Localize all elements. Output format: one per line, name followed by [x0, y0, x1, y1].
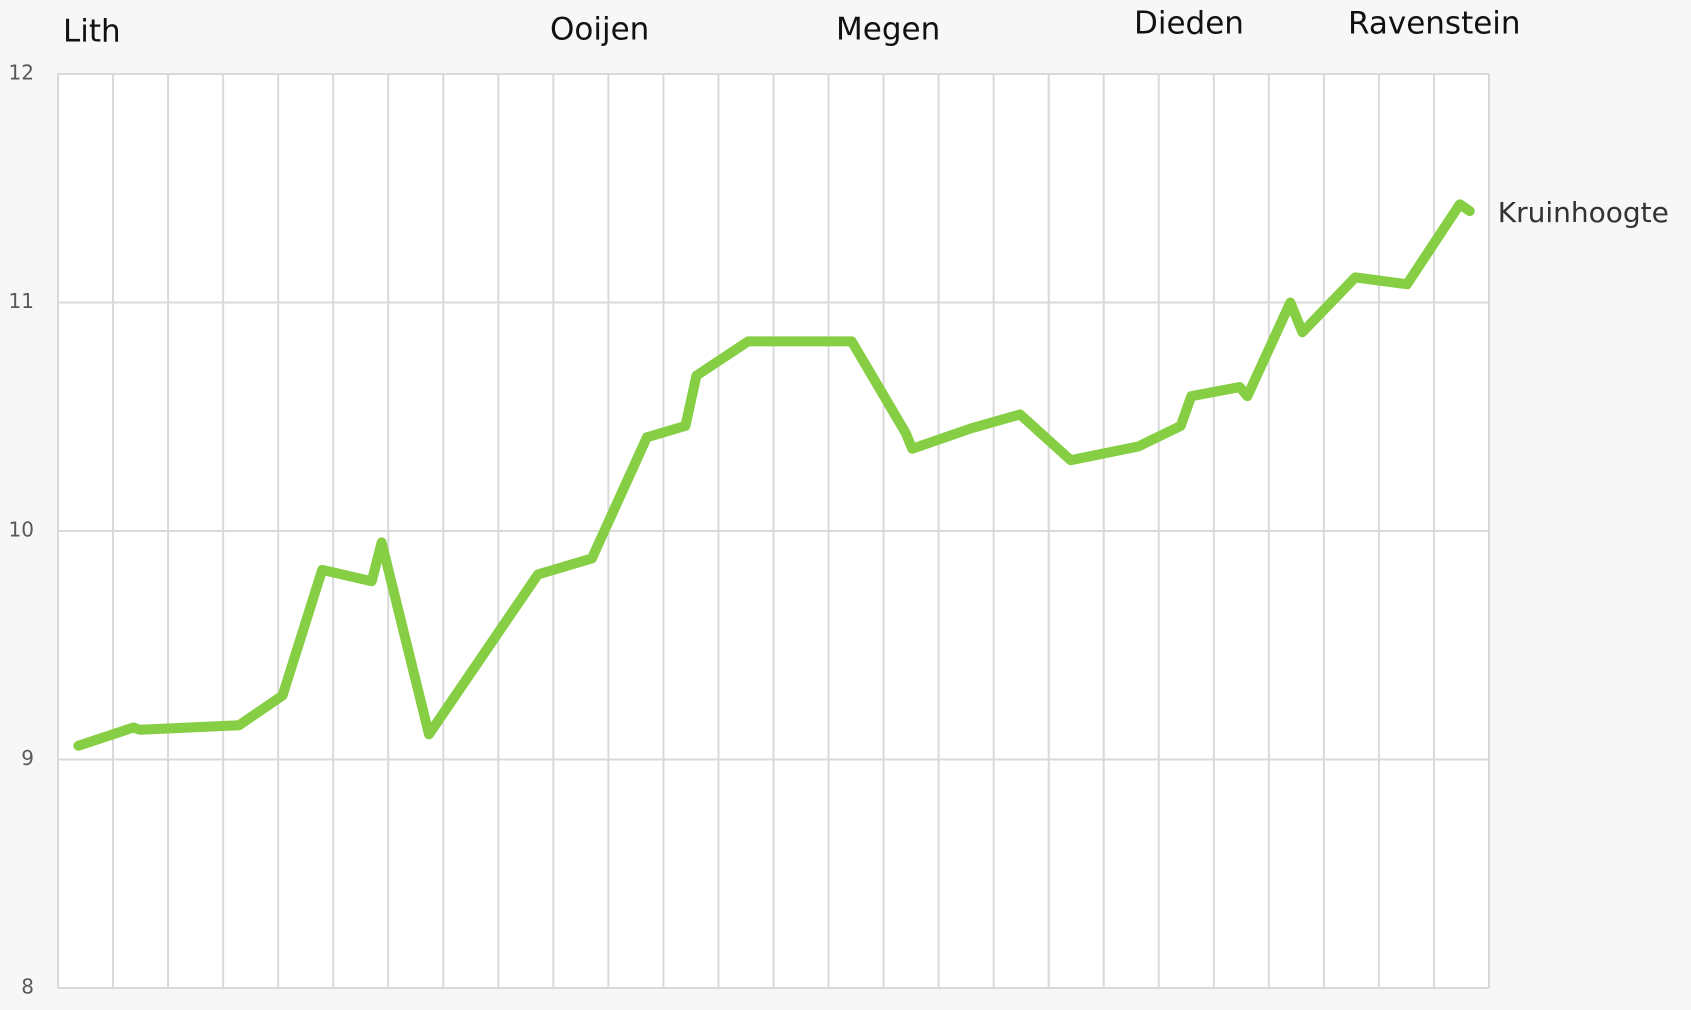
- annotation: Lith: [63, 14, 121, 50]
- y-tick-label: 10: [9, 518, 34, 542]
- line: [73, 199, 1475, 751]
- annotation: Megen: [836, 12, 940, 48]
- y-tick-label: 11: [9, 289, 34, 313]
- annotation: Ravenstein: [1348, 6, 1521, 42]
- series-label: Kruinhoogte: [1498, 196, 1669, 229]
- annotation: Dieden: [1134, 6, 1244, 42]
- y-tick-label: 12: [9, 61, 34, 85]
- y-tick-label: 8: [21, 975, 34, 999]
- y-tick-label: 9: [21, 746, 34, 770]
- annotation: Ooijen: [550, 12, 649, 48]
